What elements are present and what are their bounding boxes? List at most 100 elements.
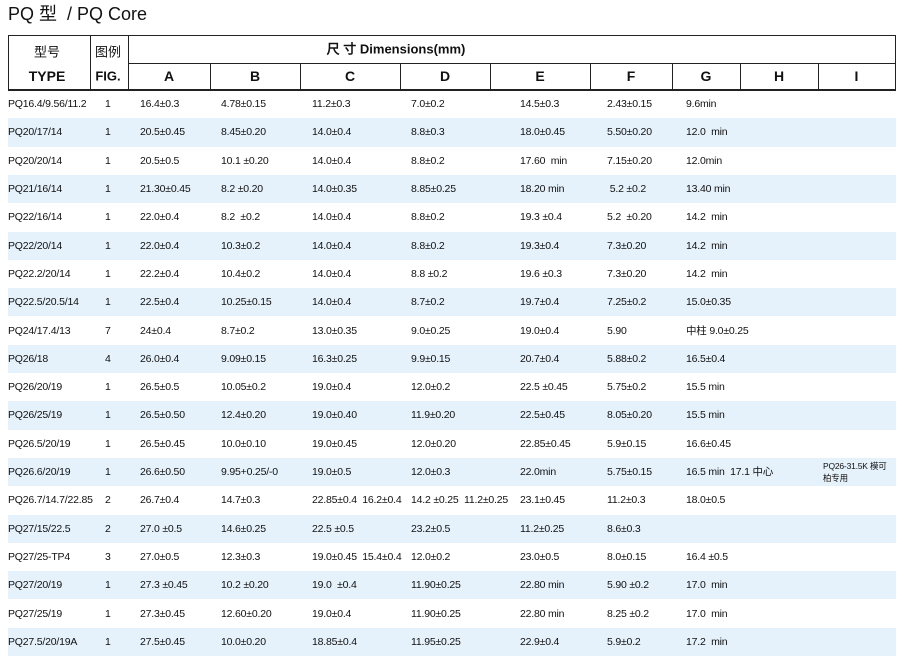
table-cell: 22.80 min	[520, 579, 565, 591]
table-cell: 7	[105, 324, 111, 337]
table-cell: 8.2 ±0.2	[221, 211, 260, 224]
border-line	[8, 89, 896, 91]
table-cell: 22.0±0.4	[140, 211, 180, 224]
table-cell: 12.0±0.3	[411, 465, 451, 478]
table-cell: 8.8±0.2	[411, 154, 445, 167]
table-cell: 5.88±0.2	[607, 352, 647, 365]
table-cell: 18.0±0.5	[686, 494, 726, 507]
table-cell: 22.5 ±0.5	[312, 522, 354, 535]
table-cell-note: 柏专用	[823, 472, 848, 483]
table-cell: PQ20/17/14	[8, 126, 63, 139]
row-stripe	[8, 401, 896, 430]
table-cell: 19.7±0.4	[520, 296, 560, 308]
table-cell: 19.0±0.4	[312, 380, 352, 393]
table-cell: 26.5±0.5	[140, 380, 180, 393]
table-cell: 22.5±0.4	[140, 296, 180, 308]
table-cell: 13.0±0.35	[312, 324, 357, 337]
border-line	[740, 63, 741, 90]
table-cell: 12.0±0.2	[411, 380, 451, 393]
table-cell: 9.95+0.25/-0	[221, 465, 278, 478]
table-cell: 1	[105, 579, 111, 591]
table-cell: 20.5±0.5	[140, 154, 180, 167]
table-cell: 14.0±0.4	[312, 154, 352, 167]
table-cell: 14.0±0.4	[312, 296, 352, 308]
column-header: G	[700, 68, 712, 84]
table-cell: 8.8±0.2	[411, 211, 445, 224]
row-stripe	[8, 457, 896, 487]
table-cell: PQ26.5/20/19	[8, 437, 71, 450]
table-cell: 27.0 ±0.5	[140, 522, 182, 535]
border-line	[672, 63, 673, 90]
table-cell: 26.6±0.50	[140, 465, 185, 478]
table-cell: 16.6±0.45	[686, 437, 731, 450]
table-cell: 1	[105, 607, 111, 620]
table-cell: 8.2 ±0.20	[221, 182, 263, 195]
table-cell: 22.0±0.4	[140, 239, 180, 252]
table-cell: 12.4±0.20	[221, 409, 266, 422]
border-line	[210, 63, 211, 90]
table-cell: 8.45±0.20	[221, 126, 266, 139]
table-cell: 1	[105, 182, 111, 195]
table-cell: 11.95±0.25	[411, 635, 461, 648]
table-cell: PQ20/20/14	[8, 154, 63, 167]
row-stripe	[8, 231, 896, 260]
table-cell: 1	[105, 154, 111, 167]
column-header: E	[535, 68, 545, 84]
table-cell: PQ26.7/14.7/22.85	[8, 494, 93, 507]
border-line	[90, 35, 91, 91]
table-cell: 22.0min	[520, 465, 556, 478]
table-cell: 12.60±0.20	[221, 607, 272, 620]
table-cell: 1	[105, 126, 111, 139]
table-cell: 5.2 ±0.20	[607, 211, 652, 224]
table-cell: 27.3±0.45	[140, 607, 185, 620]
table-cell-note: PQ26-31.5K 模可	[823, 460, 887, 471]
row-stripe	[8, 118, 896, 147]
table-cell: 14.5±0.3	[520, 97, 560, 110]
table-cell: 5.75±0.2	[607, 380, 647, 393]
table-cell: 20.5±0.45	[140, 126, 185, 139]
header-fig-cn: 图例	[94, 44, 122, 60]
table-cell: 20.7±0.4	[520, 352, 560, 365]
table-cell: PQ27/20/19	[8, 579, 63, 591]
table-cell: 9.9±0.15	[411, 352, 451, 365]
table-cell: 22.80 min	[520, 607, 565, 620]
table-cell: 22.2±0.4	[140, 267, 180, 280]
table-cell: 22.9±0.4	[520, 635, 560, 648]
table-cell: 8.6±0.3	[607, 522, 641, 535]
table-cell: 11.9±0.20	[411, 409, 456, 422]
border-line	[490, 63, 491, 90]
table-cell: 13.40 min	[686, 182, 731, 195]
column-header: F	[626, 68, 636, 84]
table-cell: 9.0±0.25	[411, 324, 451, 337]
table-cell: PQ26/18	[8, 352, 49, 365]
table-cell: 18.0±0.45	[520, 126, 565, 139]
table-cell: PQ27/15/22.5	[8, 522, 71, 535]
table-cell: PQ26/20/19	[8, 380, 63, 393]
table-cell: 15.5 min	[686, 409, 725, 422]
table-cell: 7.0±0.2	[411, 97, 445, 110]
table-cell: 8.7±0.2	[221, 324, 255, 337]
row-stripe	[8, 174, 896, 204]
table-cell: 5.9±0.15	[607, 437, 647, 450]
table-cell: 7.3±0.20	[607, 239, 647, 252]
table-cell: 8.0±0.15	[607, 550, 647, 563]
table-cell: 11.90±0.25	[411, 579, 461, 591]
column-header: A	[163, 68, 175, 84]
table-cell: 4	[105, 352, 111, 365]
table-cell: 5.90	[607, 324, 627, 337]
table-cell: 12.0min	[686, 154, 722, 167]
page-title: PQ 型 / PQ Core	[8, 4, 148, 24]
table-cell: 12.0 min	[686, 126, 728, 139]
table-cell: 14.2 min	[686, 239, 728, 252]
table-cell: 2	[105, 522, 111, 535]
table-cell: 1	[105, 635, 111, 648]
row-stripe	[8, 571, 896, 600]
table-cell: 17.2 min	[686, 635, 728, 648]
table-cell: 19.0±0.5	[312, 465, 352, 478]
table-cell: 27.5±0.45	[140, 635, 185, 648]
table-cell: 1	[105, 97, 111, 110]
table-cell: 27.0±0.5	[140, 550, 180, 563]
table-cell: 17.60 min	[520, 154, 568, 167]
table-cell: 1	[105, 296, 111, 308]
